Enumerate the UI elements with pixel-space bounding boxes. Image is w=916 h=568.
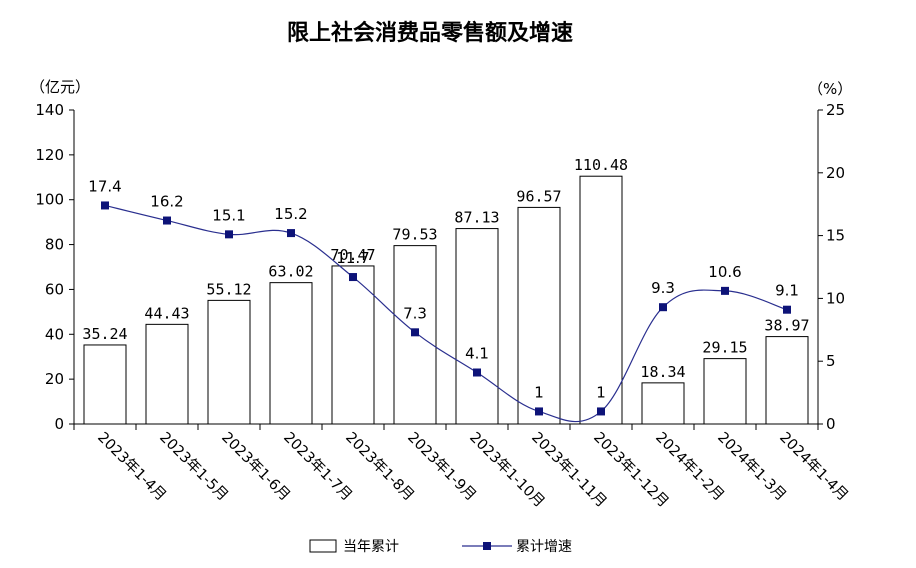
right-tick-label: 0 — [826, 415, 836, 433]
line-value-label: 4.1 — [465, 345, 489, 363]
legend: 当年累计 累计增速 — [309, 539, 572, 555]
bar-value-label: 70.47 — [330, 246, 375, 264]
left-tick-label: 80 — [45, 236, 64, 254]
line-value-label: 15.1 — [212, 206, 245, 224]
bar — [145, 323, 189, 425]
bar — [579, 175, 623, 425]
line-value-label: 1 — [534, 383, 544, 401]
line-marker — [411, 328, 419, 337]
left-tick-label: 100 — [35, 191, 64, 209]
legend-marker-swatch — [483, 542, 491, 550]
bar — [207, 299, 251, 425]
left-tick-label: 20 — [45, 370, 64, 388]
left-tick-label: 140 — [35, 101, 64, 119]
bar — [269, 282, 313, 425]
line-marker — [783, 305, 791, 314]
line-value-label: 16.2 — [150, 193, 183, 211]
line-marker — [721, 286, 729, 295]
right-tick-label: 5 — [826, 352, 836, 370]
line-marker — [473, 368, 481, 377]
bar — [455, 228, 499, 425]
bar-value-label: 29.15 — [702, 339, 747, 357]
bar — [703, 358, 747, 425]
bar — [331, 265, 375, 425]
line-marker — [659, 303, 667, 312]
left-tick-label: 40 — [45, 325, 64, 343]
axes: 0 20 40 60 80 100 120 140 0 5 10 15 20 25 — [35, 101, 845, 433]
line-marker — [225, 230, 233, 239]
line-series — [101, 201, 791, 423]
bar-value-label: 96.57 — [516, 187, 561, 205]
right-tick-label: 25 — [826, 101, 845, 119]
line-value-label: 9.1 — [775, 282, 799, 300]
line-value-label: 11.7 — [336, 249, 369, 267]
bar-value-label: 87.13 — [454, 209, 499, 227]
legend-bar-label: 当年累计 — [343, 539, 399, 555]
left-tick-label: 60 — [45, 280, 64, 298]
legend-bar-swatch — [309, 539, 337, 553]
category-labels: 2023年1-4月2023年1-5月2023年1-6月2023年1-7月2023… — [94, 429, 851, 511]
right-axis-unit: （%） — [808, 80, 852, 98]
bar-value-label: 63.02 — [268, 263, 313, 281]
chart-title: 限上社会消费品零售额及增速 — [287, 20, 573, 46]
line-marker — [101, 201, 109, 210]
left-axis-unit: （亿元） — [30, 78, 90, 96]
bar-value-label: 38.97 — [764, 317, 809, 335]
line-value-label: 9.3 — [651, 279, 675, 297]
line-value-label: 10.6 — [708, 263, 741, 281]
right-tick-label: 10 — [826, 289, 845, 307]
right-tick-label: 20 — [826, 164, 845, 182]
bar-value-label: 79.53 — [392, 226, 437, 244]
line-marker — [163, 216, 171, 225]
bar-series — [83, 175, 809, 425]
left-tick-label: 120 — [35, 146, 64, 164]
left-tick-label: 0 — [54, 415, 64, 433]
line-marker — [287, 229, 295, 238]
bar — [83, 344, 127, 425]
bar-value-label: 55.12 — [206, 280, 251, 298]
data-labels: 35.24 44.43 55.12 63.02 70.47 79.53 87.13 96.57… — [82, 156, 809, 401]
legend-line-label: 累计增速 — [516, 539, 572, 555]
line-value-label: 7.3 — [403, 304, 427, 322]
line-marker — [349, 273, 357, 282]
line-value-label: 15.2 — [274, 205, 307, 223]
bar — [641, 382, 685, 425]
bar-value-label: 18.34 — [640, 363, 685, 381]
bar-value-label: 44.43 — [144, 304, 189, 322]
line-marker — [597, 407, 605, 416]
growth-line — [104, 204, 788, 423]
bar-value-label: 110.48 — [574, 156, 628, 174]
line-value-label: 17.4 — [88, 177, 121, 195]
bar — [517, 206, 561, 425]
line-value-label: 1 — [596, 383, 606, 401]
right-tick-label: 15 — [826, 227, 845, 245]
line-marker — [535, 407, 543, 416]
bar — [765, 336, 809, 425]
bar-value-label: 35.24 — [82, 325, 127, 343]
